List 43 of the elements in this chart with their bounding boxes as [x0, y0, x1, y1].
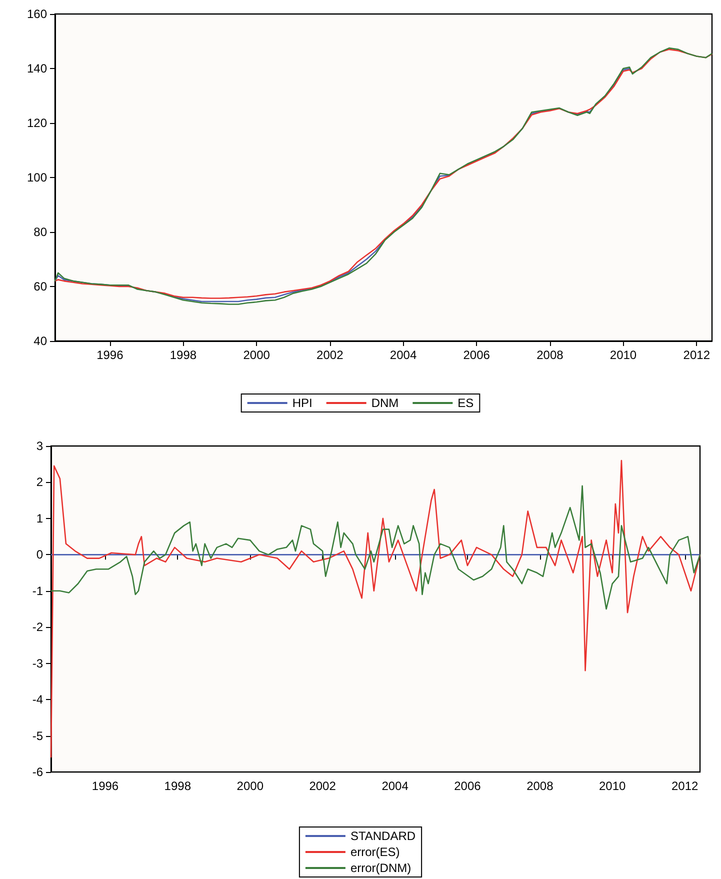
y-tick-label: -2	[32, 620, 44, 634]
y-tick-label: 80	[34, 225, 48, 239]
y-tick-label: 0	[36, 548, 44, 562]
x-tick-label: 1996	[96, 348, 124, 362]
x-tick-label: 2006	[463, 348, 490, 362]
legend-label: ES	[458, 396, 474, 410]
y-tick-label: 160	[26, 7, 48, 21]
legend-label: error(DNM)	[350, 861, 412, 875]
legend-label: HPI	[292, 396, 312, 410]
x-tick-label: 1998	[164, 779, 192, 793]
y-tick-label: -4	[32, 692, 44, 707]
x-tick-label: 2000	[236, 779, 264, 793]
x-tick-label: 2012	[671, 779, 698, 793]
y-tick-label: 40	[34, 334, 48, 348]
x-tick-label: 2002	[309, 779, 336, 793]
x-tick-label: 2008	[536, 348, 564, 362]
x-tick-label: 2000	[243, 348, 270, 362]
y-tick-label: 60	[34, 280, 48, 294]
line-series	[50, 485, 701, 610]
x-tick-label: 1996	[92, 779, 119, 793]
x-tick-label: 2010	[610, 348, 637, 362]
x-tick-label: 2012	[683, 348, 710, 362]
legend-label: error(ES)	[350, 845, 400, 859]
y-tick-label: -5	[32, 728, 44, 743]
y-tick-label: 2	[36, 475, 44, 490]
x-tick-label: 2004	[390, 348, 417, 362]
line-series	[50, 460, 701, 758]
y-tick-label: -3	[32, 656, 44, 670]
y-tick-label: 120	[26, 116, 48, 130]
y-tick-label: 140	[26, 62, 48, 76]
x-tick-label: 1998	[170, 348, 197, 362]
x-tick-label: 2004	[382, 779, 409, 793]
y-tick-label: 3	[36, 439, 44, 453]
x-tick-label: 2002	[316, 348, 344, 362]
x-tick-label: 2010	[598, 779, 626, 793]
legend-label: STANDARD	[350, 829, 416, 843]
x-tick-label: 2008	[526, 779, 554, 793]
y-tick-label: -6	[32, 765, 44, 779]
legend-label: DNM	[371, 396, 399, 410]
y-tick-label: 100	[26, 170, 48, 184]
y-tick-label: -1	[32, 584, 44, 598]
x-tick-label: 2006	[454, 779, 482, 793]
y-tick-label: 1	[36, 511, 44, 526]
